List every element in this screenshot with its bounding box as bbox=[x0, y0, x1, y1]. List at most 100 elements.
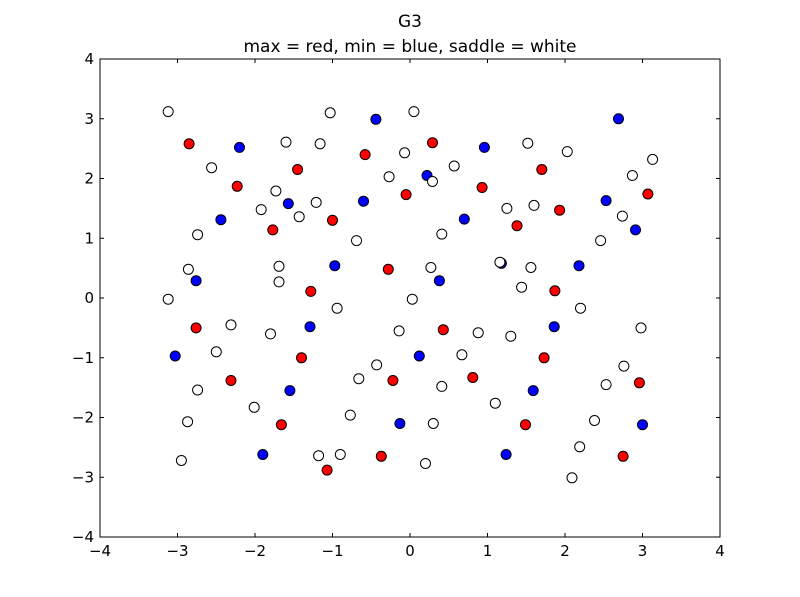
x-tick-label: 3 bbox=[638, 542, 648, 560]
data-point bbox=[516, 281, 528, 293]
data-point bbox=[324, 107, 336, 119]
y-tick-label: −3 bbox=[72, 468, 94, 486]
data-point bbox=[489, 397, 501, 409]
data-point bbox=[192, 384, 204, 396]
x-tick-label: −4 bbox=[89, 542, 111, 560]
data-point bbox=[494, 256, 506, 268]
data-point bbox=[329, 260, 341, 272]
x-tick-label: −2 bbox=[244, 542, 266, 560]
data-point bbox=[476, 182, 488, 193]
data-point bbox=[573, 260, 585, 272]
data-point bbox=[210, 346, 222, 358]
data-point bbox=[600, 379, 612, 391]
x-tick-label: 2 bbox=[560, 542, 570, 560]
y-tick-label: −2 bbox=[72, 409, 94, 427]
data-point bbox=[427, 176, 438, 187]
data-point bbox=[183, 138, 195, 150]
data-point bbox=[292, 164, 304, 175]
x-tick-label: −1 bbox=[321, 542, 343, 560]
data-point bbox=[448, 160, 460, 172]
y-tick-label: 3 bbox=[84, 110, 94, 128]
data-point bbox=[305, 285, 317, 297]
data-point bbox=[613, 113, 624, 125]
data-point bbox=[393, 325, 405, 337]
data-point bbox=[637, 419, 648, 431]
data-point bbox=[617, 450, 629, 462]
data-point bbox=[647, 153, 659, 165]
data-point bbox=[427, 418, 439, 429]
data-point bbox=[353, 373, 365, 385]
y-tick-label: −1 bbox=[72, 349, 94, 367]
data-point bbox=[472, 327, 484, 339]
data-point bbox=[458, 213, 470, 225]
data-point bbox=[437, 324, 449, 336]
data-point bbox=[501, 202, 513, 214]
data-point bbox=[382, 263, 394, 275]
data-point bbox=[522, 137, 534, 149]
data-point bbox=[589, 415, 600, 426]
data-point bbox=[538, 352, 550, 364]
x-tick-label: 4 bbox=[715, 542, 725, 560]
y-tick-label: 2 bbox=[84, 170, 94, 188]
data-point bbox=[358, 195, 369, 207]
data-point bbox=[520, 419, 531, 431]
data-point bbox=[351, 235, 362, 247]
data-point bbox=[234, 141, 245, 153]
data-point bbox=[548, 321, 560, 333]
data-point bbox=[344, 409, 356, 421]
data-point bbox=[420, 458, 431, 469]
data-point bbox=[635, 322, 647, 334]
data-point bbox=[425, 262, 437, 273]
data-point bbox=[175, 455, 187, 466]
data-point bbox=[383, 171, 395, 183]
y-tick-label: 0 bbox=[84, 289, 94, 307]
data-point bbox=[162, 293, 174, 305]
data-point bbox=[192, 229, 204, 241]
data-point bbox=[370, 113, 382, 125]
data-point bbox=[257, 449, 269, 460]
data-point bbox=[327, 214, 338, 226]
data-point bbox=[642, 188, 654, 200]
data-point bbox=[595, 235, 607, 247]
data-point bbox=[225, 319, 237, 331]
data-point bbox=[618, 360, 630, 372]
x-tick-label: 1 bbox=[483, 542, 493, 560]
data-point bbox=[525, 262, 537, 273]
data-point bbox=[280, 136, 292, 148]
y-tick-label: 1 bbox=[84, 229, 94, 247]
data-point bbox=[182, 263, 194, 275]
data-point bbox=[182, 416, 194, 428]
data-point bbox=[231, 180, 243, 192]
data-point bbox=[505, 330, 517, 342]
data-point bbox=[399, 147, 411, 159]
data-point bbox=[314, 138, 326, 150]
data-point bbox=[255, 204, 267, 216]
data-point bbox=[436, 228, 448, 240]
data-point bbox=[626, 170, 638, 181]
data-point bbox=[215, 214, 227, 226]
data-point bbox=[248, 401, 260, 413]
data-point bbox=[169, 350, 181, 362]
data-point bbox=[600, 195, 612, 207]
data-point bbox=[270, 185, 282, 197]
data-point bbox=[313, 450, 325, 462]
y-tick-label: −4 bbox=[72, 528, 94, 546]
data-point bbox=[406, 293, 418, 305]
chart-title: G3 bbox=[398, 12, 422, 32]
data-point bbox=[427, 137, 438, 149]
data-point bbox=[561, 146, 573, 158]
data-point bbox=[225, 375, 237, 386]
data-point bbox=[630, 224, 641, 236]
series-max bbox=[183, 137, 654, 476]
data-point bbox=[500, 449, 512, 460]
data-point bbox=[566, 472, 578, 484]
data-point bbox=[633, 377, 645, 389]
data-point bbox=[554, 204, 566, 216]
data-point bbox=[536, 164, 548, 175]
data-point bbox=[467, 372, 479, 383]
data-point bbox=[575, 302, 586, 314]
axes: −4 −3 −2 −1 0 1 2 3 4 −4 −3 −2 −1 0 1 2 3 4 bbox=[72, 50, 725, 560]
data-point bbox=[304, 321, 316, 333]
